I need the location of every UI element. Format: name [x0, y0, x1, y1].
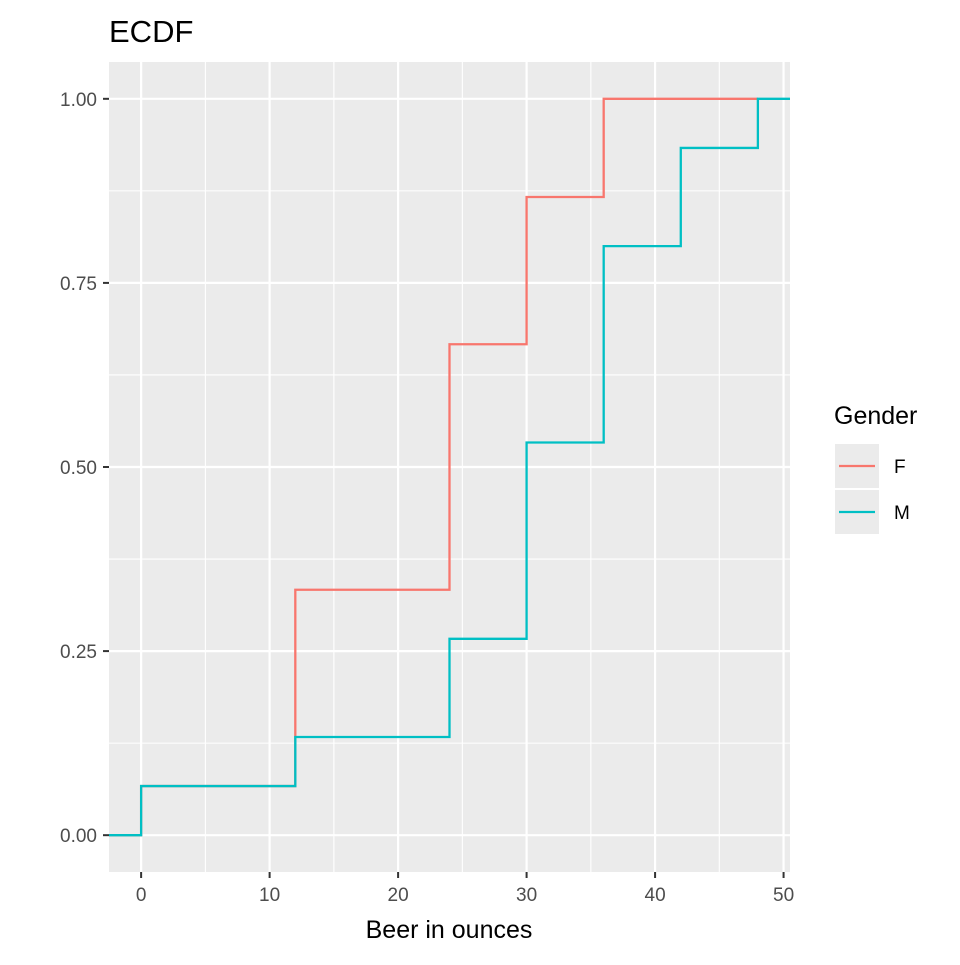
x-tick-label: 40	[645, 885, 666, 906]
x-axis-title: Beer in ounces	[366, 916, 533, 944]
chart-title: ECDF	[109, 14, 193, 49]
x-tick-label: 0	[136, 885, 147, 906]
legend: Gender FM	[834, 402, 917, 534]
y-tick-label: 0.25	[60, 642, 97, 663]
y-tick-label: 1.00	[60, 90, 97, 111]
axis-ticks	[103, 97, 785, 878]
legend-label-m: M	[894, 503, 910, 524]
ecdf-line-m	[109, 97, 790, 837]
x-tick-label: 10	[259, 885, 280, 906]
x-tick-label: 50	[773, 885, 794, 906]
legend-label-f: F	[894, 457, 906, 478]
y-tick-label: 0.75	[60, 274, 97, 295]
axis-tick-labels: 0 10 20 30 40 50 0.00 0.25 0.50 0.75 1.00	[60, 90, 794, 906]
y-tick-label: 0.50	[60, 458, 97, 479]
x-tick-label: 30	[516, 885, 537, 906]
legend-title: Gender	[834, 402, 917, 430]
series-layer	[109, 97, 790, 837]
legend-items: FM	[835, 444, 910, 534]
x-tick-label: 20	[388, 885, 409, 906]
y-tick-label: 0.00	[60, 826, 97, 847]
